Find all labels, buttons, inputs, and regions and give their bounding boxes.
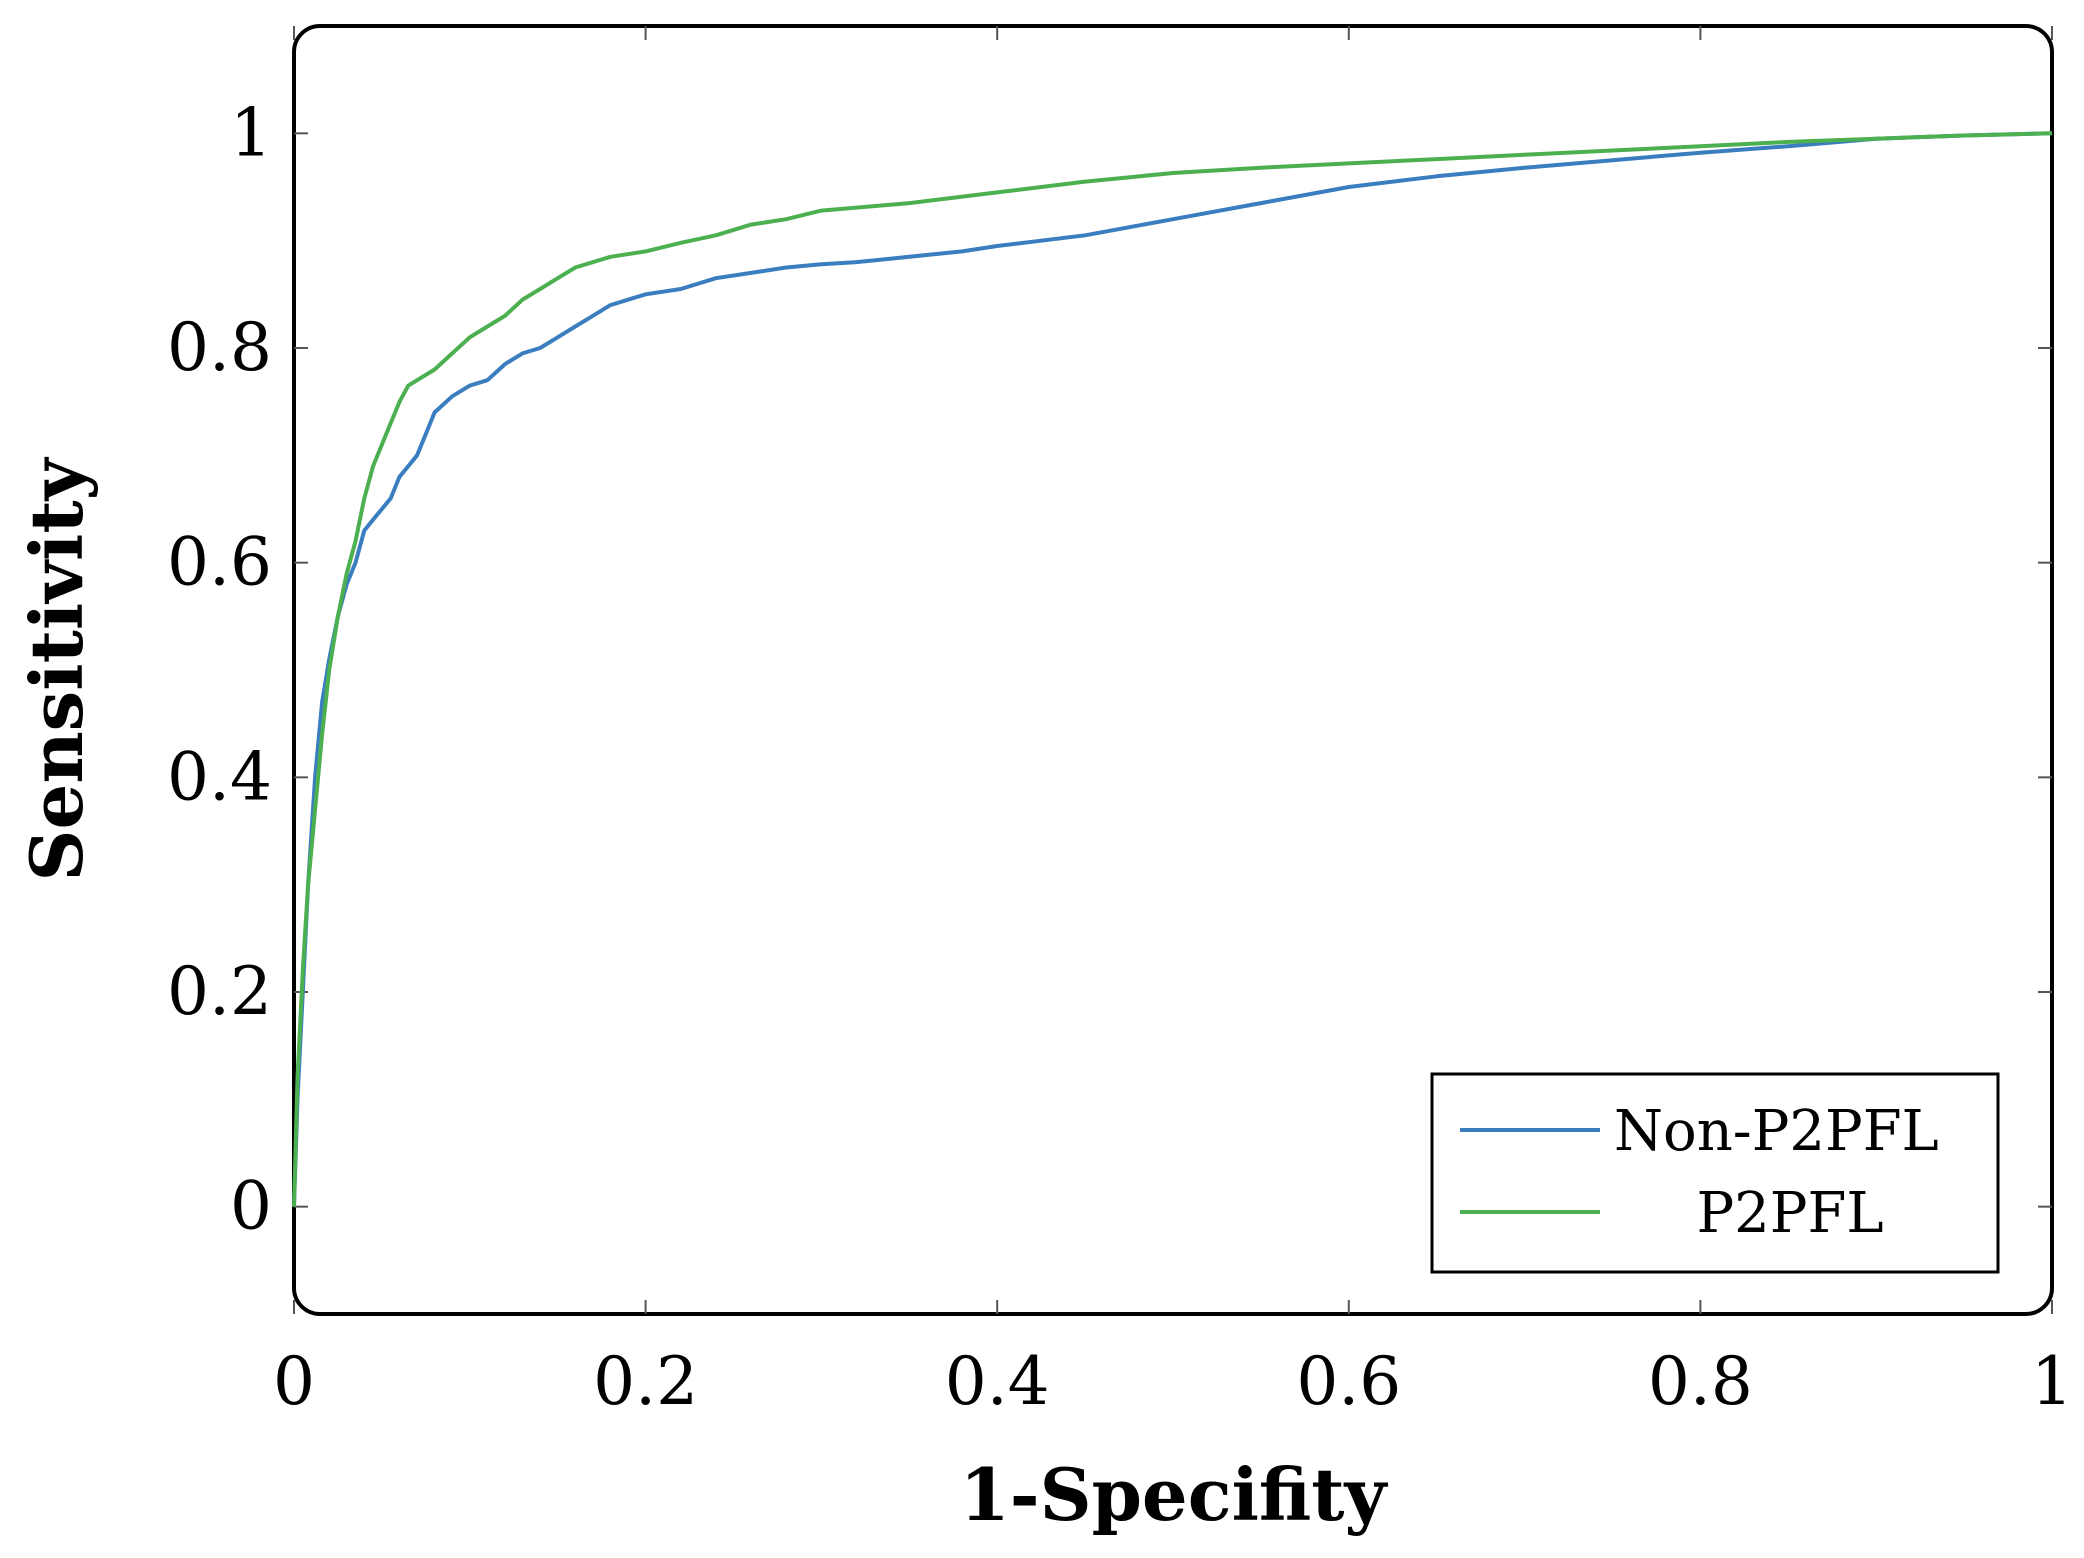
y-tick-label: 0.8 bbox=[167, 309, 272, 386]
legend-label-non-p2pfl: Non-P2PFL bbox=[1614, 1099, 1939, 1164]
legend: Non-P2PFL P2PFL bbox=[1430, 1072, 2000, 1274]
y-tick-label: 0.6 bbox=[167, 524, 272, 601]
x-tick-label: 0.8 bbox=[1648, 1343, 1753, 1420]
series-line-non-p2pfl bbox=[292, 131, 2053, 1207]
x-axis-title: 1-Specifity bbox=[960, 1452, 1389, 1537]
legend-box bbox=[1430, 1072, 2000, 1274]
x-tick-label: 0.6 bbox=[1296, 1343, 1401, 1420]
y-axis-title: Sensitivity bbox=[14, 456, 99, 881]
y-tick-label: 0.4 bbox=[167, 738, 272, 815]
series-layer bbox=[292, 131, 2053, 1207]
x-tick-label: 0.2 bbox=[593, 1343, 698, 1420]
x-tick-label: 1 bbox=[2031, 1343, 2073, 1420]
tick-labels-layer: 0 0.2 0.4 0.6 0.8 1 0 0.2 0.4 0.6 0.8 1 bbox=[167, 94, 2073, 1420]
legend-label-p2pfl: P2PFL bbox=[1696, 1181, 1883, 1246]
series-line-p2pfl bbox=[292, 131, 2053, 1207]
y-tick-label: 0.2 bbox=[167, 953, 272, 1030]
plot-frame bbox=[292, 24, 2054, 1316]
y-tick-label: 0 bbox=[230, 1168, 272, 1245]
y-tick-label: 1 bbox=[230, 94, 272, 171]
x-tick-label: 0 bbox=[273, 1343, 315, 1420]
x-tick-label: 0.4 bbox=[945, 1343, 1050, 1420]
